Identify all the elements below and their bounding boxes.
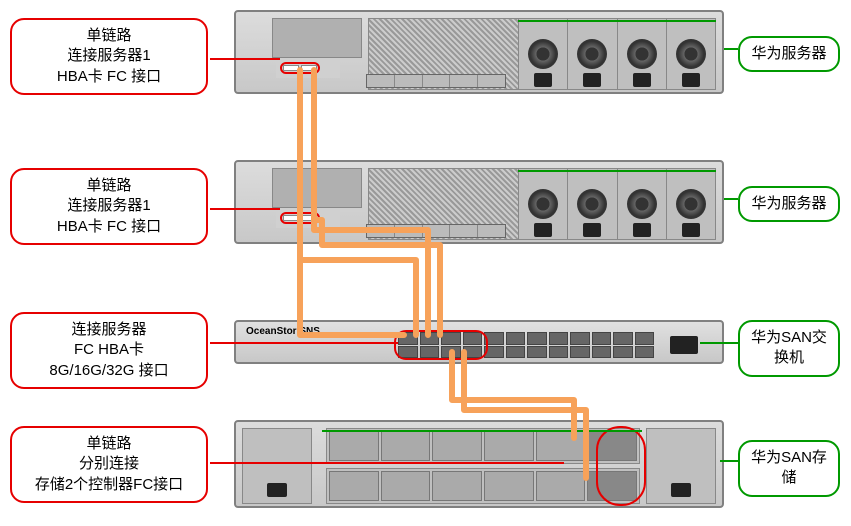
plug-icon <box>534 223 552 237</box>
label-text: 连接服务器 FC HBA卡 8G/16G/32G 接口 <box>49 321 168 379</box>
server-psu-area <box>518 18 716 90</box>
label-text: 单链路 分别连接 存储2个控制器FC接口 <box>35 435 183 493</box>
connector-line <box>210 208 280 210</box>
plug-icon <box>682 223 700 237</box>
connector-line <box>210 342 398 344</box>
green-marker <box>322 430 642 432</box>
plug-icon <box>583 73 601 87</box>
storage-psu-left <box>242 428 312 504</box>
plug-icon <box>670 336 698 354</box>
fan-icon <box>519 169 568 239</box>
server-hba-slot <box>276 210 340 228</box>
label-server2-right: 华为服务器 <box>738 186 840 222</box>
label-server2-hba: 单链路 连接服务器1 HBA卡 FC 接口 <box>10 168 208 245</box>
green-marker <box>518 20 716 22</box>
switch-ports-highlight <box>394 330 488 360</box>
label-switch-ports: 连接服务器 FC HBA卡 8G/16G/32G 接口 <box>10 312 208 389</box>
connector-line <box>210 462 564 464</box>
plug-icon <box>534 73 552 87</box>
label-storage-fc: 单链路 分别连接 存储2个控制器FC接口 <box>10 426 208 503</box>
server-hba-ports-highlight <box>280 62 320 74</box>
server-bays <box>272 168 362 208</box>
storage-fc-highlight <box>596 426 646 506</box>
label-switch-right: 华为SAN交换机 <box>738 320 840 377</box>
storage-controller-a <box>326 428 640 464</box>
storage-psu-right <box>646 428 716 504</box>
label-text: 华为服务器 <box>751 195 826 212</box>
fan-icon <box>519 19 568 89</box>
device-server-1 <box>234 10 724 94</box>
label-text: 华为SAN交换机 <box>751 329 827 366</box>
server-psu-area <box>518 168 716 240</box>
connector-line <box>724 48 738 50</box>
storage-controller-b <box>326 468 640 504</box>
fan-icon <box>667 19 715 89</box>
label-text: 单链路 连接服务器1 HBA卡 FC 接口 <box>57 27 161 85</box>
fan-icon <box>568 19 617 89</box>
plug-icon <box>682 73 700 87</box>
plug-icon <box>633 73 651 87</box>
label-storage-right: 华为SAN存储 <box>738 440 840 497</box>
server-nic-ports <box>366 224 506 238</box>
label-text: 华为服务器 <box>751 45 826 62</box>
fan-icon <box>667 169 715 239</box>
fan-icon <box>568 169 617 239</box>
connector-line <box>210 58 280 60</box>
switch-brand: OceanStor SNS <box>246 326 320 337</box>
plug-icon <box>583 223 601 237</box>
fan-icon <box>618 169 667 239</box>
label-text: 华为SAN存储 <box>751 449 827 486</box>
plug-icon <box>633 223 651 237</box>
server-hba-ports-highlight <box>280 212 320 224</box>
server-hba-slot <box>276 60 340 78</box>
label-server1-hba: 单链路 连接服务器1 HBA卡 FC 接口 <box>10 18 208 95</box>
connector-line <box>724 198 738 200</box>
server-nic-ports <box>366 74 506 88</box>
green-marker <box>518 170 716 172</box>
server-bays <box>272 18 362 58</box>
label-server1-right: 华为服务器 <box>738 36 840 72</box>
device-storage <box>234 420 724 508</box>
fan-icon <box>618 19 667 89</box>
label-text: 单链路 连接服务器1 HBA卡 FC 接口 <box>57 177 161 235</box>
connector-line <box>700 342 738 344</box>
connector-line <box>720 460 738 462</box>
device-server-2 <box>234 160 724 244</box>
